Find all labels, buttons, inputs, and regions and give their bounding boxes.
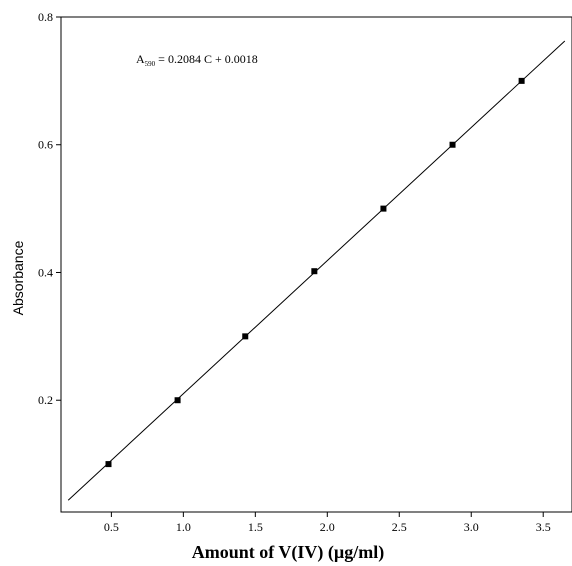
plot-frame: [60, 16, 572, 513]
y-tick-label: 0.2: [38, 393, 53, 407]
y-tick-label: 0.4: [38, 265, 53, 279]
x-tick-label: 1.5: [248, 520, 263, 534]
data-point: [242, 333, 249, 340]
x-ticks-layer: 0.5 1.0 1.5 2.0 2.5 3.0 3.5: [104, 512, 551, 534]
data-points-layer: [105, 77, 525, 468]
y-tick-label: 0.8: [38, 10, 53, 24]
x-axis-title: Amount of V(IV) (µg/ml): [192, 542, 385, 563]
data-point: [174, 397, 181, 404]
data-point: [518, 77, 525, 84]
x-tick-label: 3.0: [464, 520, 479, 534]
data-point: [311, 268, 318, 275]
data-point: [449, 141, 456, 148]
x-tick-label: 2.5: [392, 520, 407, 534]
x-tick-label: 2.0: [320, 520, 335, 534]
x-tick-label: 3.5: [536, 520, 551, 534]
y-ticks-layer: 0.2 0.4 0.6 0.8: [38, 10, 61, 407]
x-tick-label: 1.0: [176, 520, 191, 534]
y-tick-label: 0.6: [38, 138, 53, 152]
x-tick-label: 0.5: [104, 520, 119, 534]
y-axis-title: Absorbance: [10, 240, 26, 315]
data-point: [380, 205, 387, 212]
data-point: [105, 461, 112, 468]
fit-equation: A590 = 0.2084 C + 0.0018: [136, 52, 258, 68]
